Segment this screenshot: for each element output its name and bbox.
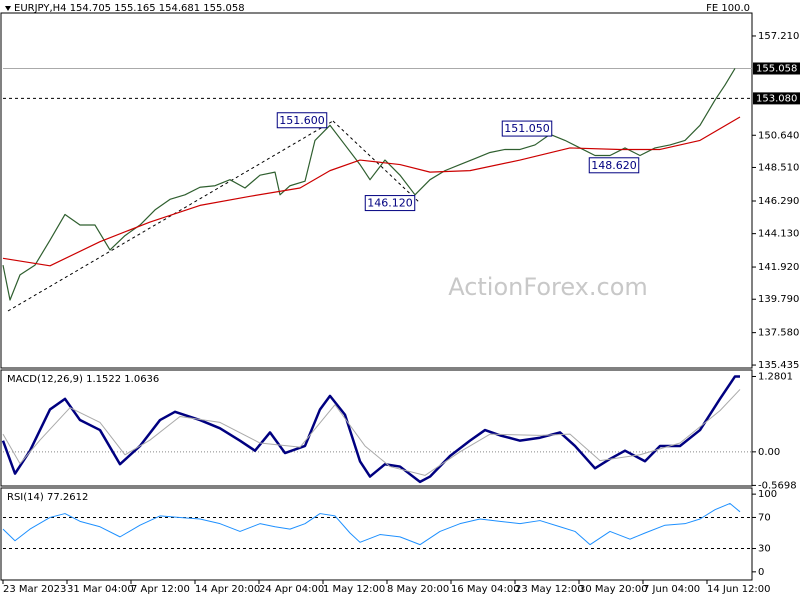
- y-tick-label: 141.920: [758, 262, 799, 273]
- y-tick-label: 150.640: [758, 130, 799, 141]
- y-tick-label: 139.790: [758, 294, 799, 305]
- watermark: ActionForex.com: [448, 273, 648, 301]
- level-label: 153.080: [756, 93, 797, 104]
- series-line: [1, 375, 740, 484]
- series-line: [2, 502, 741, 546]
- y-tick-label: 0.00: [758, 447, 780, 458]
- annotation-label: 146.120: [367, 197, 413, 210]
- level-label-box: [753, 62, 800, 75]
- y-tick-label: 157.210: [758, 31, 799, 42]
- x-tick-label: 23 Mar 2023: [3, 584, 66, 595]
- panel-frame: [0, 12, 753, 369]
- x-tick-label: 14 Apr 20:00: [195, 584, 260, 595]
- annotation-label: 151.600: [279, 114, 325, 127]
- x-tick-label: 7 Apr 12:00: [131, 584, 190, 595]
- y-tick-label: 100: [758, 489, 777, 500]
- panel-title: MACD(12,26,9) 1.1522 1.0636: [7, 374, 159, 385]
- x-tick-label: 1 May 12:00: [323, 584, 385, 595]
- x-tick-label: 8 May 20:00: [387, 584, 449, 595]
- panel-title: RSI(14) 77.2612: [7, 492, 88, 503]
- projection-line: [7, 120, 334, 312]
- x-tick-label: 16 May 04:00: [451, 584, 520, 595]
- x-tick-label: 31 Mar 04:00: [67, 584, 134, 595]
- annotation-label: 151.050: [504, 122, 550, 135]
- y-tick-label: 135.435: [758, 360, 799, 371]
- y-tick-label: 0: [758, 567, 764, 578]
- x-tick-label: 24 Apr 04:00: [259, 584, 324, 595]
- y-tick-label: 146.290: [758, 196, 799, 207]
- series-line: [2, 68, 736, 301]
- series-line: [2, 116, 741, 267]
- level-label: 155.058: [756, 63, 797, 74]
- level-label-box: [753, 92, 800, 105]
- y-tick-label: -0.5698: [758, 480, 797, 491]
- series-line: [2, 389, 741, 476]
- y-tick-label: 137.580: [758, 328, 799, 339]
- annotation-label: 148.620: [591, 159, 637, 172]
- panel-frame: [0, 369, 753, 487]
- menu-arrow[interactable]: [5, 6, 11, 11]
- y-tick-label: 1.2801: [758, 371, 793, 382]
- y-tick-label: 144.130: [758, 229, 799, 240]
- fibo-projection: [7, 120, 421, 312]
- projection-line: [332, 120, 421, 204]
- panel-frame: [0, 487, 753, 581]
- y-tick-label: 148.510: [758, 162, 799, 173]
- corner-label: FE 100.0: [706, 3, 750, 14]
- y-tick-label: 30: [758, 544, 771, 555]
- annotation-box: [588, 157, 640, 174]
- annotation-box: [364, 195, 416, 212]
- annotation-box: [276, 112, 328, 129]
- x-tick-label: 7 Jun 04:00: [643, 584, 700, 595]
- annotation-box: [501, 120, 553, 137]
- x-tick-label: 23 May 12:00: [515, 584, 584, 595]
- panel-title: EURJPY,H4 154.705 155.165 154.681 155.05…: [14, 3, 245, 14]
- y-tick-label: 70: [758, 512, 771, 523]
- x-tick-label: 30 May 20:00: [579, 584, 648, 595]
- x-tick-label: 14 Jun 12:00: [707, 584, 771, 595]
